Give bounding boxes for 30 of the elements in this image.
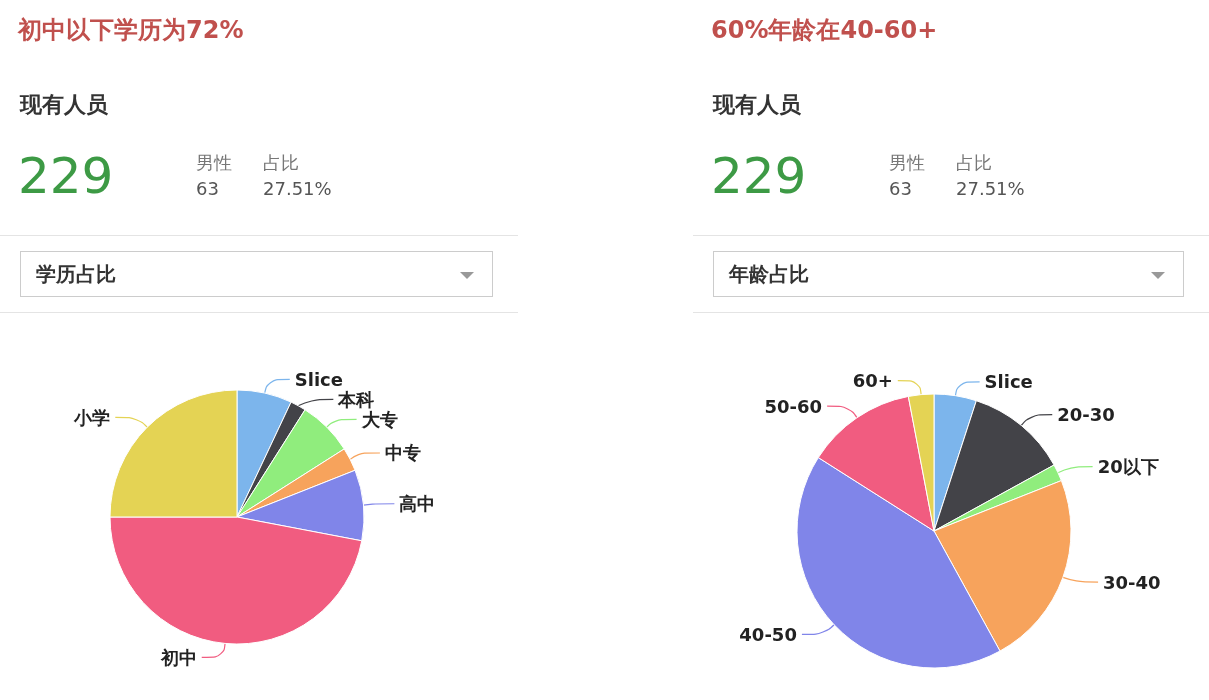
text: 现有人员: [20, 91, 108, 119]
dropdown-field: 年龄占比: [713, 251, 1184, 297]
slice-label: 高中: [399, 493, 436, 515]
text: 占比: [263, 152, 299, 174]
slice-label: 中专: [384, 442, 421, 464]
dropdown-field: 学历占比: [20, 251, 493, 297]
slice-label: Slice: [984, 371, 1033, 393]
slice-label: 30-40: [1103, 571, 1161, 593]
chart-title: 初中以下学历为72%: [18, 15, 244, 46]
text: 229: [711, 146, 807, 206]
slice-label: 20-30: [1057, 404, 1115, 426]
slice-label: 小学: [73, 406, 111, 428]
text: 占比: [956, 152, 992, 174]
slice-label: 20以下: [1097, 456, 1159, 478]
text: 男性: [196, 152, 232, 174]
chart-title: 60%年龄在40-60+: [711, 15, 938, 46]
slice-label: 初中: [159, 646, 197, 668]
text: 27.51%: [263, 178, 332, 200]
text: 男性: [889, 152, 925, 174]
text: 63: [889, 178, 912, 200]
slice-label: 本科: [337, 388, 375, 410]
text: 229: [18, 146, 114, 206]
slice-label: 60+: [852, 370, 893, 392]
text: 63: [196, 178, 219, 200]
text: 27.51%: [956, 178, 1025, 200]
slice-label: 大专: [360, 408, 398, 430]
slice-label: Slice: [294, 368, 343, 390]
slice-label: 50-60: [764, 395, 823, 417]
text: 现有人员: [713, 91, 801, 119]
slice-label: 40-50: [739, 623, 797, 645]
